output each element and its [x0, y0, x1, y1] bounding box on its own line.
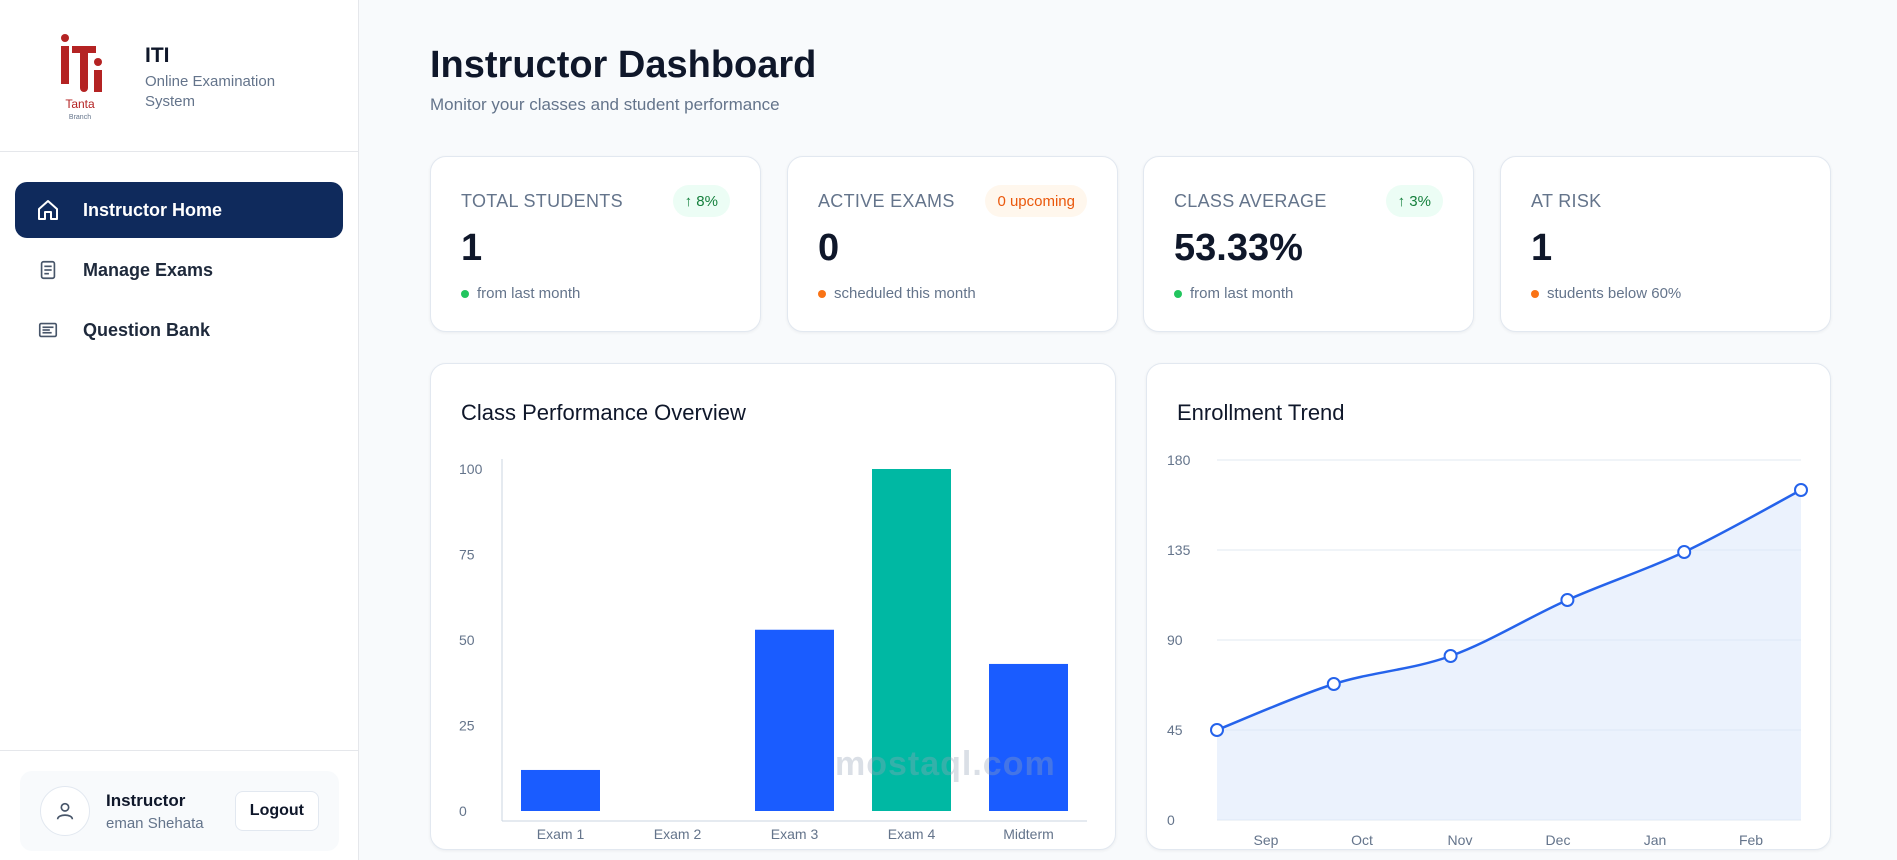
sidebar-item-label: Manage Exams [83, 259, 214, 280]
data-point[interactable] [1326, 677, 1341, 691]
stat-footer-text: from last month [477, 285, 581, 302]
stat-card-class-average: CLASS AVERAGE ↑ 3% 53.33% from last mont… [1143, 156, 1474, 332]
y-tick-label: 135 [1167, 542, 1191, 558]
brand: Tanta Branch ITI Online Examination Syst… [0, 0, 358, 152]
stat-label: AT RISK [1531, 191, 1602, 211]
home-icon [35, 197, 61, 223]
page-title: Instructor Dashboard [430, 44, 817, 86]
stat-value: 0 [818, 227, 840, 269]
x-tick-label: Exam 2 [654, 826, 702, 842]
bar[interactable] [872, 469, 951, 811]
sidebar-item-label: Instructor Home [83, 199, 223, 220]
page-subtitle: Monitor your classes and student perform… [430, 95, 780, 114]
x-tick-label: Exam 1 [537, 826, 585, 842]
x-tick-label: Nov [1448, 832, 1473, 848]
logo-subtext: Branch [69, 114, 91, 121]
data-point[interactable] [1443, 649, 1458, 663]
x-tick-label: Exam 4 [888, 826, 936, 842]
logo-text: Tanta [65, 97, 95, 111]
user-card: Instructor eman Shehata Logout [20, 771, 339, 851]
sidebar-item-question-bank[interactable]: Question Bank [15, 302, 343, 358]
stat-footer-text: scheduled this month [834, 285, 976, 302]
data-point[interactable] [1794, 483, 1808, 497]
bar[interactable] [755, 629, 834, 811]
brand-subtitle: Online Examination System [145, 73, 276, 110]
user-icon [56, 802, 74, 820]
user-name: eman Shehata [106, 814, 204, 832]
x-tick-label: Exam 3 [771, 826, 819, 842]
stat-label: ACTIVE EXAMS [818, 191, 955, 211]
x-tick-label: Midterm [1003, 826, 1054, 842]
class-performance-panel: Class Performance Overview 0 25 50 75 100 Exa… [430, 363, 1116, 850]
status-dot [818, 289, 826, 298]
y-tick-label: 0 [459, 803, 467, 819]
stat-footer: from last month [461, 285, 580, 302]
stat-footer-text: students below 60% [1547, 285, 1682, 302]
status-dot [1531, 289, 1539, 298]
enrollment-trend-panel: Enrollment Trend 0 45 90 135 180 Sep Oct Nov Dec… [1146, 363, 1831, 850]
document-icon [35, 257, 61, 283]
bar[interactable] [989, 663, 1068, 811]
stat-card-active-exams: ACTIVE EXAMS 0 upcoming 0 scheduled this… [787, 156, 1118, 332]
x-tick-label: Sep [1254, 832, 1279, 848]
stat-badge: 0 upcoming [985, 185, 1087, 217]
series-line [1216, 488, 1802, 732]
area-fill [1217, 490, 1801, 820]
y-tick-label: 50 [459, 632, 475, 648]
stat-value: 1 [461, 227, 483, 269]
sidebar-footer: Instructor eman Shehata Logout [0, 750, 359, 860]
stat-label: TOTAL STUDENTS [461, 191, 623, 211]
chart-title: Enrollment Trend [1177, 400, 1345, 425]
chart-title: Class Performance Overview [461, 400, 746, 425]
status-dot [461, 289, 469, 298]
status-dot [1174, 289, 1182, 298]
avatar [40, 786, 90, 836]
x-tick-label: Oct [1351, 832, 1373, 848]
enrollment-trend-chart: 0 45 90 135 180 Sep Oct Nov Dec Jan Feb [1167, 452, 1808, 848]
stat-footer: from last month [1174, 285, 1293, 302]
brand-title: ITI [145, 44, 170, 67]
stat-footer: scheduled this month [818, 285, 976, 302]
class-performance-chart: 0 25 50 75 100 Exam 1 Exam 2 Exam 3 Exam 4 Midter… [459, 459, 1087, 842]
sidebar-item-label: Question Bank [83, 319, 211, 340]
sidebar-item-manage-exams[interactable]: Manage Exams [15, 242, 343, 298]
y-tick-label: 100 [459, 461, 483, 477]
stat-footer-text: from last month [1190, 285, 1294, 302]
y-tick-label: 45 [1167, 722, 1183, 738]
sidebar-nav: Instructor Home Manage Exams Question Ba… [0, 152, 358, 358]
stat-value: 53.33% [1174, 227, 1303, 269]
stat-value: 1 [1531, 227, 1553, 269]
stat-label: CLASS AVERAGE [1174, 191, 1327, 211]
bar[interactable] [521, 769, 600, 811]
data-point[interactable] [1560, 593, 1575, 607]
list-icon [35, 317, 61, 343]
y-tick-label: 90 [1167, 632, 1183, 648]
stat-footer: students below 60% [1531, 285, 1681, 302]
stat-badge: ↑ 3% [1385, 185, 1443, 217]
sidebar-item-instructor-home[interactable]: Instructor Home [15, 182, 343, 238]
user-role: Instructor [106, 790, 186, 810]
sidebar: Tanta Branch ITI Online Examination Syst… [0, 0, 359, 860]
stat-card-at-risk: AT RISK 1 students below 60% [1500, 156, 1831, 332]
x-tick-label: Dec [1546, 832, 1571, 848]
watermark: mostaql.com [835, 745, 1056, 783]
user-info: Instructor eman Shehata [106, 791, 235, 832]
y-tick-label: 0 [1167, 812, 1175, 828]
stat-card-total-students: TOTAL STUDENTS ↑ 8% 1 from last month [430, 156, 761, 332]
x-tick-label: Jan [1644, 832, 1667, 848]
data-point[interactable] [1677, 545, 1692, 559]
y-tick-label: 180 [1167, 452, 1191, 468]
y-tick-label: 75 [459, 547, 475, 563]
stat-badge: ↑ 8% [672, 185, 730, 217]
x-tick-label: Feb [1739, 832, 1763, 848]
y-tick-label: 25 [459, 718, 475, 734]
iti-logo: Tanta Branch [56, 32, 104, 121]
data-point[interactable] [1210, 723, 1224, 737]
logout-button[interactable]: Logout [234, 791, 319, 831]
brand-text: ITI Online Examination System [145, 44, 285, 112]
